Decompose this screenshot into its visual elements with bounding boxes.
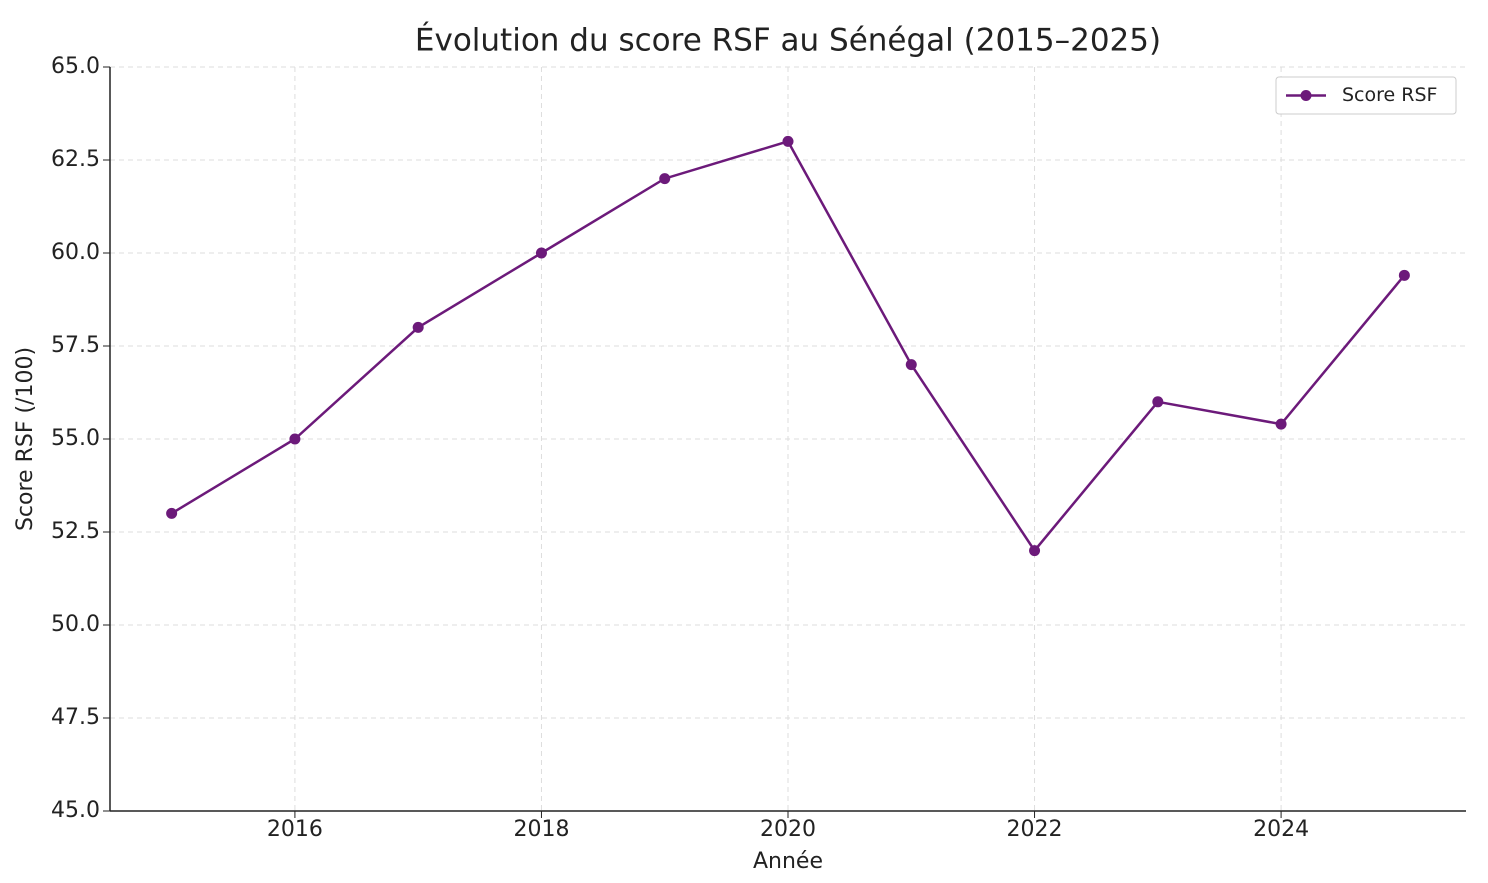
legend-label: Score RSF — [1342, 84, 1437, 106]
legend-box — [1275, 76, 1457, 115]
x-axis-label: Année — [753, 849, 823, 874]
marker — [1275, 418, 1287, 430]
y-tick-label: 45.0 — [51, 798, 100, 823]
y-axis-label: Score RSF (/100) — [13, 347, 38, 531]
marker — [412, 321, 424, 333]
marker — [1398, 269, 1410, 281]
legend: Score RSF — [1275, 76, 1457, 115]
y-tick-label: 57.5 — [51, 333, 100, 358]
marker — [782, 135, 794, 147]
x-tick-label: 2016 — [267, 817, 323, 842]
marker — [1029, 545, 1041, 557]
x-tick-label: 2024 — [1253, 817, 1309, 842]
marker — [659, 173, 671, 185]
y-tick-label: 47.5 — [51, 705, 100, 730]
x-tick-label: 2022 — [1007, 817, 1063, 842]
y-tick-label: 55.0 — [51, 426, 100, 451]
marker — [166, 507, 178, 519]
x-tick-label: 2018 — [513, 817, 569, 842]
y-tick-label: 50.0 — [51, 612, 100, 637]
y-tick-label: 60.0 — [51, 240, 100, 265]
y-tick-label: 65.0 — [51, 54, 100, 79]
marker — [1152, 396, 1164, 408]
x-tick-label: 2020 — [760, 817, 816, 842]
chart-title: Évolution du score RSF au Sénégal (2015–… — [415, 23, 1161, 59]
marker — [535, 247, 547, 259]
marker — [289, 433, 301, 445]
y-tick-label: 52.5 — [51, 519, 100, 544]
y-tick-label: 62.5 — [51, 147, 100, 172]
marker — [905, 359, 917, 371]
legend-marker — [1300, 90, 1312, 101]
